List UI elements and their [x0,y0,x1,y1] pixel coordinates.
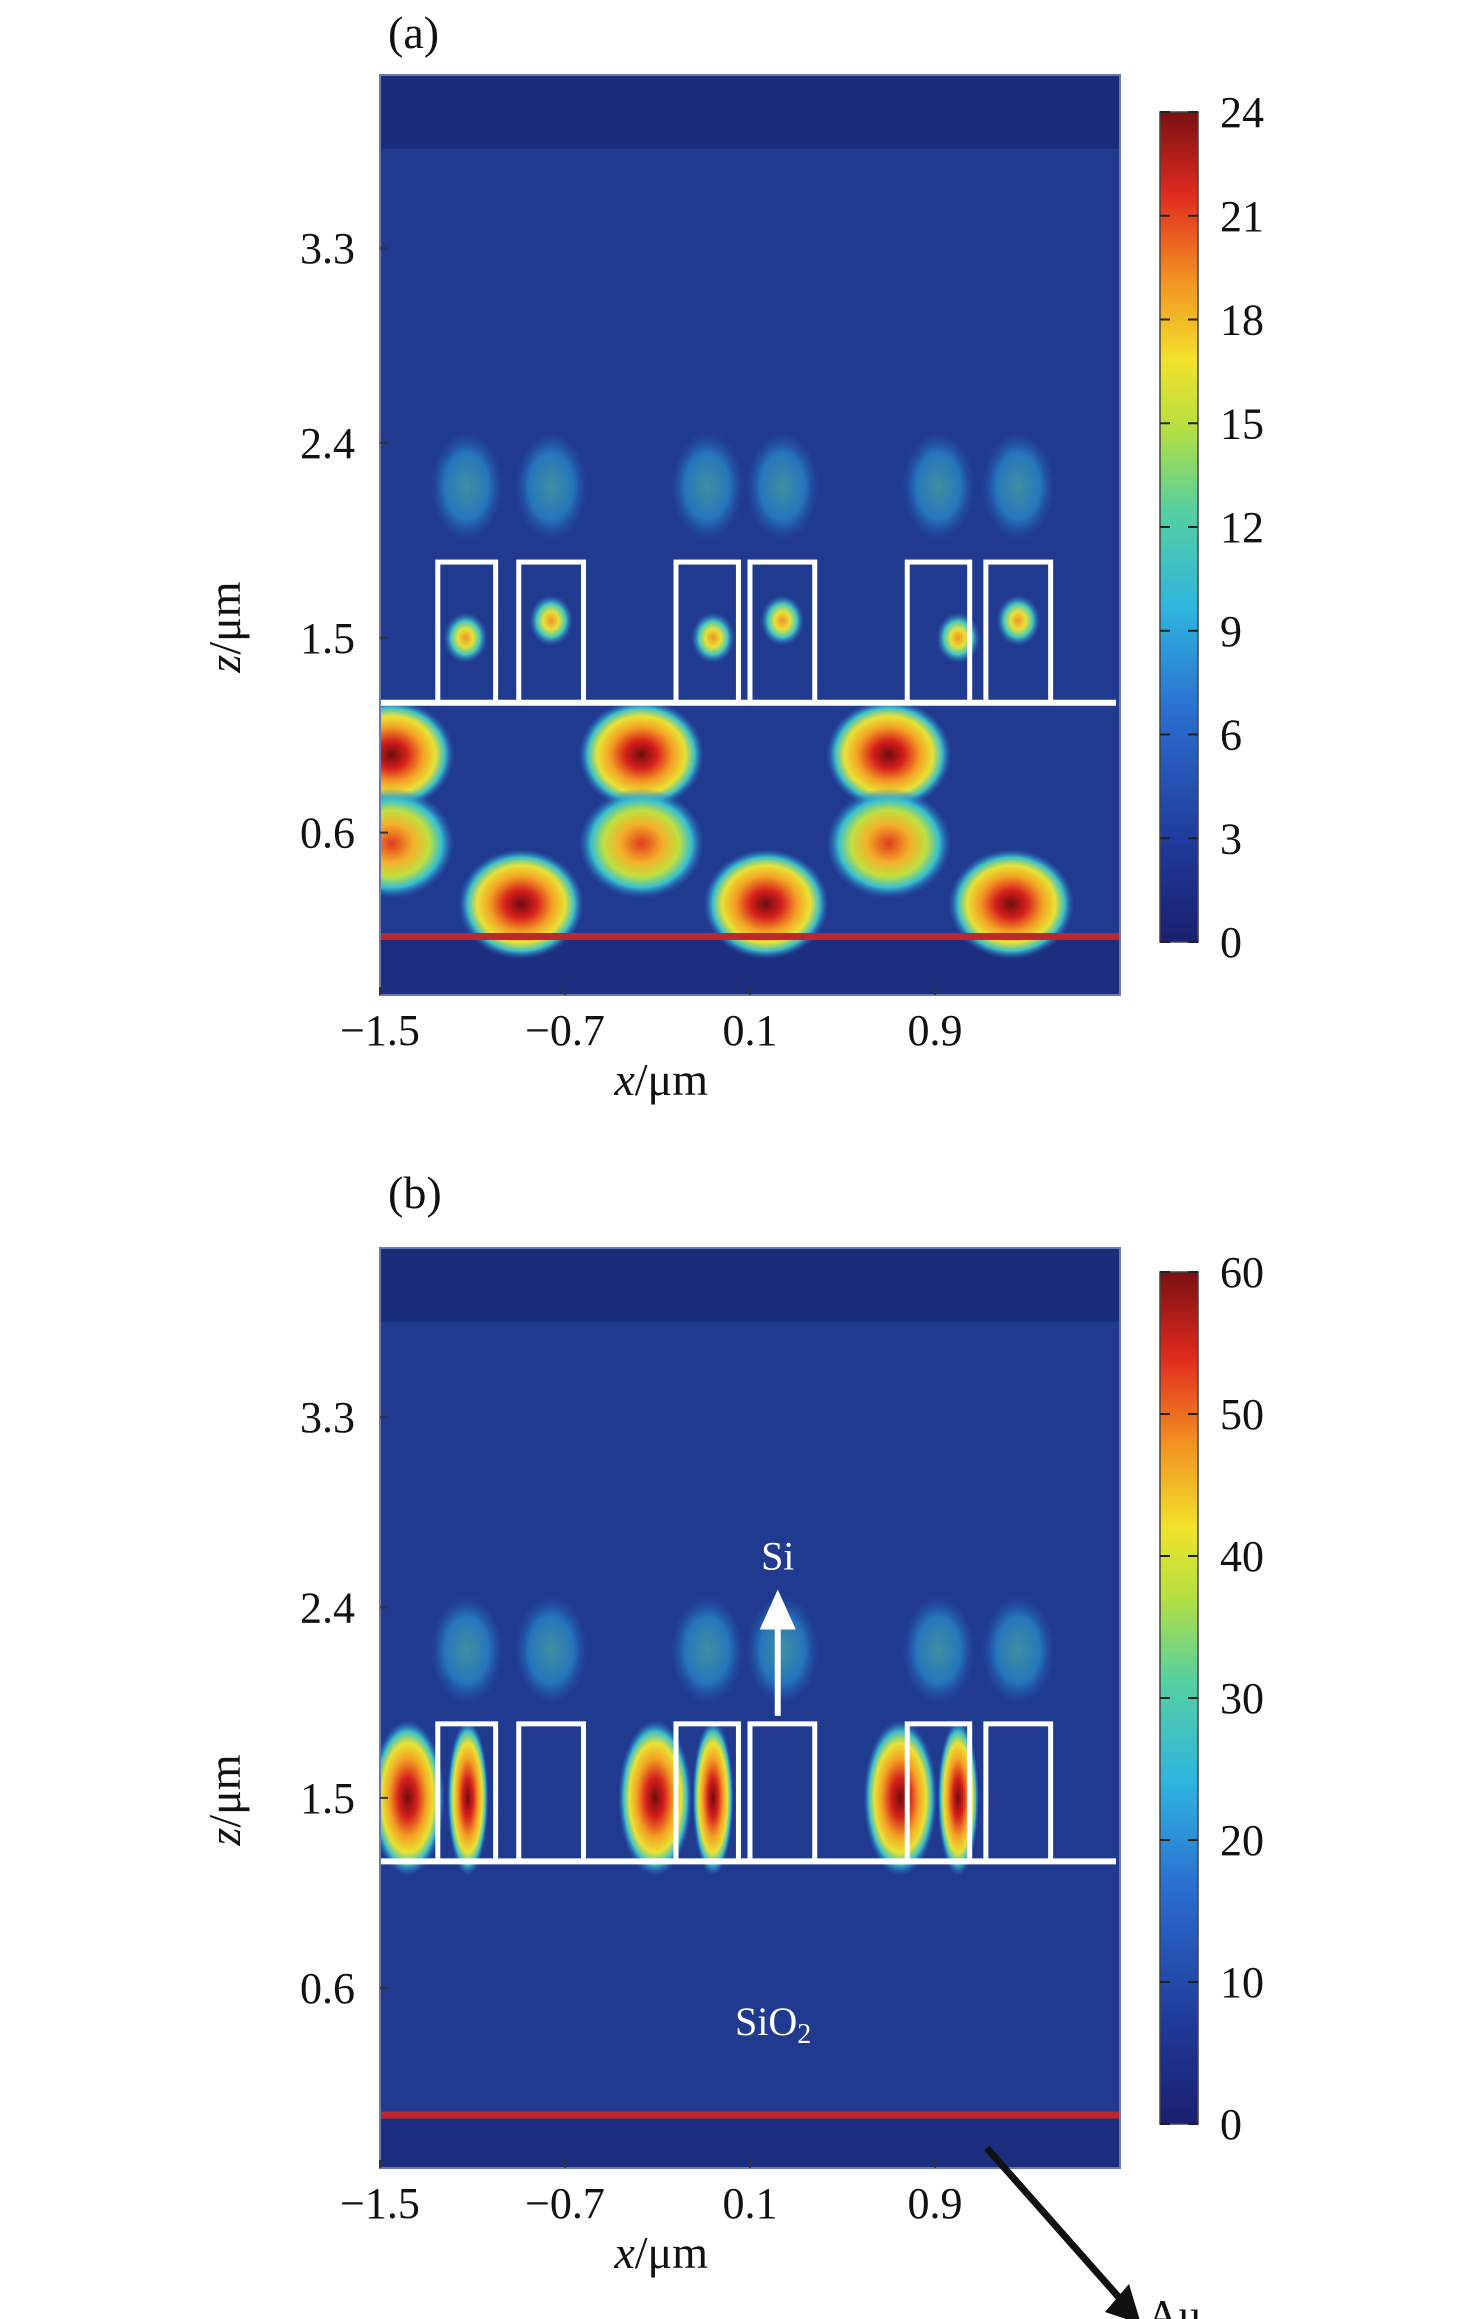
field-hotspot [937,1719,979,1877]
colorbar-tick-label: 0 [1220,918,1242,967]
field-hotspot [458,848,584,960]
x-tick-label: −1.5 [340,1006,420,1055]
top-band [380,1248,1120,1322]
y-axis-label: z/μm [199,581,250,673]
field-hotspot [935,612,981,664]
grating-ridge [747,559,818,706]
field-hotspot [578,699,705,810]
grating-ridge [983,1721,1054,1864]
grating-ridge [747,1721,818,1864]
colorbar-tick-label: 50 [1220,1390,1264,1439]
x-tick-label: 0.9 [908,1006,963,1055]
colorbar-tick-label: 30 [1220,1674,1264,1723]
grating-ridge [435,559,499,706]
field-hotspot [443,612,488,664]
field-hotspot [996,594,1041,647]
panel-label: (a) [388,7,439,58]
colorbar-tick-label: 0 [1220,2100,1242,2149]
field-hotspot [863,1719,938,1877]
field-lobe [670,431,745,542]
field-hotspot [690,612,736,664]
top-band [380,75,1120,149]
field-lobe [429,1594,504,1706]
field-hotspot [948,848,1075,960]
material-label: Si [761,1533,794,1578]
field-hotspot [380,1719,445,1877]
field-lobe [514,1594,589,1706]
y-tick-label: 0.6 [300,809,355,858]
field-hotspot [703,848,830,960]
field-hotspot [528,594,574,647]
colorbar-tick-label: 20 [1220,1816,1264,1865]
field-background [380,75,1120,995]
y-tick-label: 2.4 [300,419,355,468]
field-hotspot [825,699,952,810]
grating-ridge [673,559,741,706]
x-tick-label: 0.1 [723,1006,778,1055]
grating-ridge [435,1721,499,1864]
si-arrow-head [759,1589,796,1630]
colorbar-tick-label: 40 [1220,1532,1264,1581]
field-hotspot [380,699,455,810]
au-arrow [984,2145,1126,2305]
field-lobe [429,431,504,542]
field-lobe [745,431,820,542]
x-axis-label: x/μm [613,2227,708,2278]
y-tick-label: 1.5 [300,1774,355,1823]
field-hotspot [380,788,455,899]
y-tick-label: 0.6 [300,1964,355,2013]
field-lobe [901,431,976,542]
field-lobe [981,431,1056,542]
field-lobe [981,1594,1056,1706]
colorbar-tick-label: 15 [1220,399,1264,448]
x-tick-label: −1.5 [340,2179,420,2228]
y-axis-label: z/μm [199,1754,250,1846]
x-axis-label: x/μm [613,1054,708,1105]
colorbar-tick-label: 9 [1220,607,1242,656]
colorbar-tick-label: 21 [1220,192,1264,241]
panel-a: −1.5 −0.7 0.1 0.9 0.6 1.5 2.4 3.3 x/μm z/μm (a) 0 3 6… [199,7,1264,1105]
grating-ridge [673,1721,741,1864]
colorbar-tick-label: 24 [1220,88,1264,137]
colorbar-tick-label: 60 [1220,1248,1264,1297]
colorbar-tick-label: 12 [1220,503,1264,552]
field-hotspot [760,594,805,647]
field-lobe [514,431,589,542]
field-map [380,75,1120,995]
panel-b: −1.5 −0.7 0.1 0.9 0.6 1.5 2.4 3.3 x/μm z/μm (b) 0 10… [199,1167,1264,2319]
grating-ridge [516,1721,586,1864]
colorbar-tick-label: 3 [1220,814,1242,863]
au-arrow-head [1105,2284,1140,2319]
field-hotspot [578,788,705,899]
field-hotspot [692,1719,734,1877]
colorbar-tick-label: 10 [1220,1958,1264,2007]
y-tick-label: 3.3 [300,224,355,273]
x-tick-label: 0.1 [723,2179,778,2228]
field-hotspot [447,1719,489,1877]
field-lobe [670,1594,745,1706]
y-tick-label: 3.3 [300,1393,355,1442]
field-background [380,1248,1120,2168]
x-tick-label: 0.9 [908,2179,963,2228]
field-hotspot [618,1719,693,1877]
colorbar-tick-label: 6 [1220,711,1242,760]
x-tick-label: −0.7 [525,2179,605,2228]
field-map [380,1248,1120,2168]
grating-ridge [983,559,1054,706]
grating-ridge [904,559,973,706]
field-lobe [901,1594,976,1706]
x-tick-label: −0.7 [525,1006,605,1055]
panel-label: (b) [388,1167,442,1218]
au-label: Au [1147,2291,1201,2319]
colorbar-tick-label: 18 [1220,296,1264,345]
grating-ridge [516,559,586,706]
grating-ridge [904,1721,973,1864]
material-label: SiO2 [735,1999,811,2050]
y-tick-label: 1.5 [300,614,355,663]
field-hotspot [825,788,952,899]
y-tick-label: 2.4 [300,1584,355,1633]
